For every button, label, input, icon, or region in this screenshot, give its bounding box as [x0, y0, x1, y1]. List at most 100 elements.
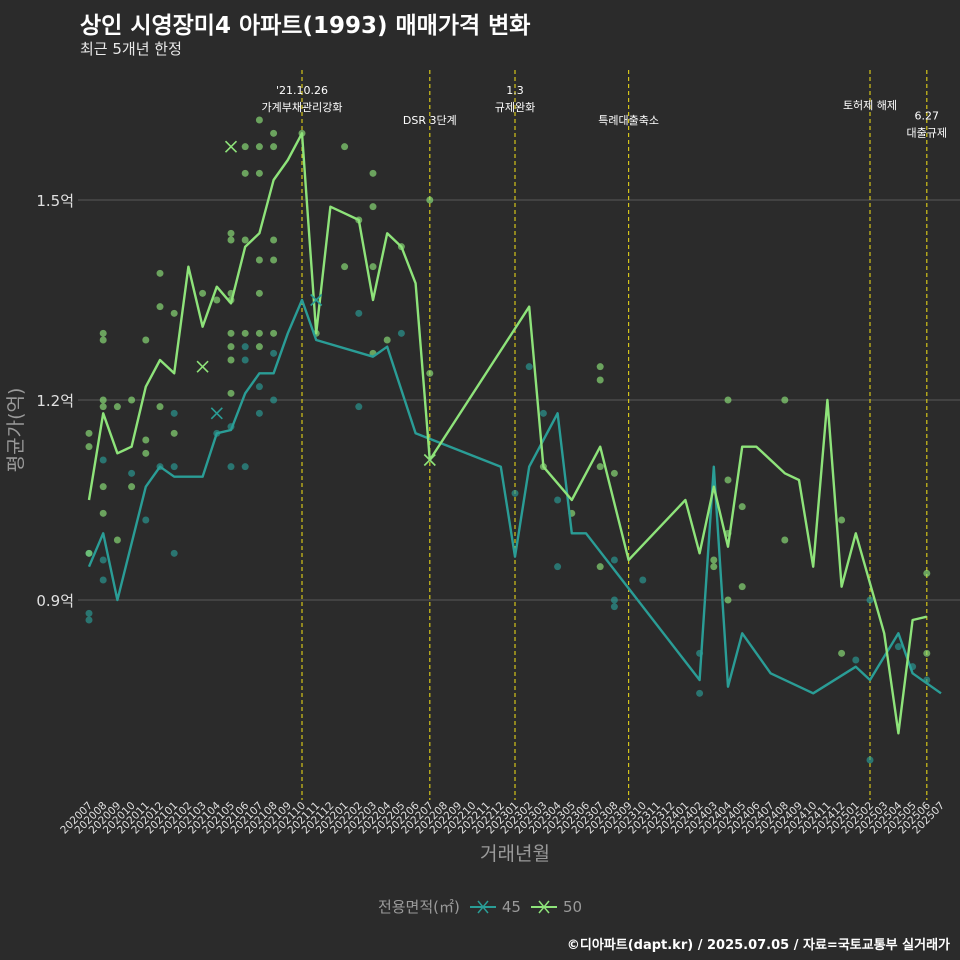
scatter-point-50	[255, 116, 263, 124]
scatter-point-50	[341, 143, 349, 151]
scatter-point-50	[227, 229, 235, 237]
scatter-point-45	[397, 329, 405, 337]
event-label: 대출규제	[907, 127, 947, 140]
source-caption: ©디아파트(dapt.kr) / 2025.07.05 / 자료=국토교통부 실…	[566, 938, 950, 953]
scatter-point-50	[270, 256, 278, 264]
scatter-point-50	[227, 343, 235, 351]
scatter-point-45	[255, 409, 263, 417]
scatter-point-45	[270, 349, 278, 357]
scatter-point-50	[199, 289, 207, 297]
scatter-point-50	[738, 503, 746, 511]
scatter-point-50	[99, 483, 107, 491]
scatter-point-50	[241, 143, 249, 151]
scatter-point-50	[128, 396, 136, 404]
x-marker-stroke	[310, 293, 323, 307]
chart-subtitle: 최근 5개년 한정	[80, 40, 182, 58]
scatter-point-50	[610, 469, 618, 477]
scatter-point-45	[241, 356, 249, 364]
scatter-point-50	[369, 203, 377, 211]
scatter-point-50	[255, 329, 263, 337]
scatter-point-50	[255, 169, 263, 177]
scatter-point-50	[227, 236, 235, 244]
scatter-point-50	[369, 263, 377, 271]
scatter-point-50	[724, 596, 732, 604]
scatter-point-45	[355, 403, 363, 411]
scatter-point-45	[170, 409, 178, 417]
scatter-point-45	[539, 409, 547, 417]
scatter-point-50	[369, 169, 377, 177]
scatter-point-45	[610, 556, 618, 564]
legend: 전용면적(㎡) 45 50	[0, 896, 960, 917]
y-axis-title: 평균가(억)	[5, 388, 27, 473]
x-marker-stroke	[210, 407, 223, 420]
event-label: 특례대출축소	[598, 114, 659, 127]
scatter-point-45	[610, 596, 618, 604]
scatter-point-45	[355, 309, 363, 317]
scatter-point-45	[511, 489, 519, 497]
scatter-point-45	[227, 463, 235, 471]
scatter-point-45	[170, 549, 178, 557]
scatter-point-50	[383, 336, 391, 344]
scatter-point-50	[227, 356, 235, 364]
scatter-point-50	[156, 269, 164, 277]
scatter-point-50	[99, 329, 107, 337]
scatter-point-50	[241, 169, 249, 177]
scatter-point-50	[227, 389, 235, 397]
scatter-point-50	[781, 396, 789, 404]
scatter-point-50	[923, 649, 931, 657]
x-marker-stroke	[196, 360, 209, 373]
scatter-point-50	[724, 476, 732, 484]
chart-title: 상인 시영장미4 아파트(1993) 매매가격 변화	[80, 13, 531, 39]
scatter-point-50	[156, 303, 164, 311]
scatter-point-45	[696, 689, 704, 697]
x-markers	[196, 140, 436, 467]
scatter-point-50	[710, 556, 718, 564]
gridlines	[78, 199, 960, 601]
scatter-point-50	[270, 236, 278, 244]
scatter-point-50	[99, 336, 107, 344]
scatter-point-50	[85, 549, 93, 557]
scatter-point-45	[610, 603, 618, 611]
scatter-point-45	[554, 496, 562, 504]
scatter-point-45	[99, 576, 107, 584]
scatter-point-50	[710, 563, 718, 571]
event-label: 6.27	[915, 110, 940, 123]
scatter-point-50	[838, 649, 846, 657]
event-label: 규제완화	[495, 101, 535, 114]
event-label: 1.3	[506, 84, 524, 97]
x-marker-50	[423, 453, 436, 467]
scatter-point-45	[525, 363, 533, 371]
scatter-point-50	[724, 396, 732, 404]
scatter-point-50	[241, 329, 249, 337]
event-label: DSR 3단계	[403, 114, 457, 127]
scatter-point-50	[738, 583, 746, 591]
scatter-point-45	[270, 396, 278, 404]
legend-key-45	[469, 900, 496, 913]
x-marker-45	[210, 407, 223, 420]
scatter-point-45	[554, 563, 562, 571]
scatter-point-50	[113, 403, 121, 411]
series-line-45	[87, 298, 942, 695]
scatter-point-45	[128, 469, 136, 477]
scatter-point-50	[255, 143, 263, 151]
scatter-point-50	[270, 143, 278, 151]
scatter-point-45	[255, 383, 263, 391]
scatter-point-50	[426, 369, 434, 377]
scatter-point-50	[99, 396, 107, 404]
scatter-point-50	[128, 483, 136, 491]
scatter-point-50	[270, 329, 278, 337]
scatter-point-45	[85, 616, 93, 624]
scatter-point-50	[213, 296, 221, 304]
scatter-point-50	[838, 516, 846, 524]
scatter-point-45	[866, 756, 874, 764]
y-tick-label: 0.9억	[36, 592, 74, 610]
scatter-point-50	[142, 449, 150, 457]
scatter-point-50	[255, 343, 263, 351]
scatter-point-45	[852, 656, 860, 664]
series-lines	[87, 132, 942, 735]
scatter-point-45	[241, 343, 249, 351]
scatter-point-45	[85, 609, 93, 617]
scatter-point-45	[894, 643, 902, 651]
x-marker-45	[310, 293, 323, 307]
